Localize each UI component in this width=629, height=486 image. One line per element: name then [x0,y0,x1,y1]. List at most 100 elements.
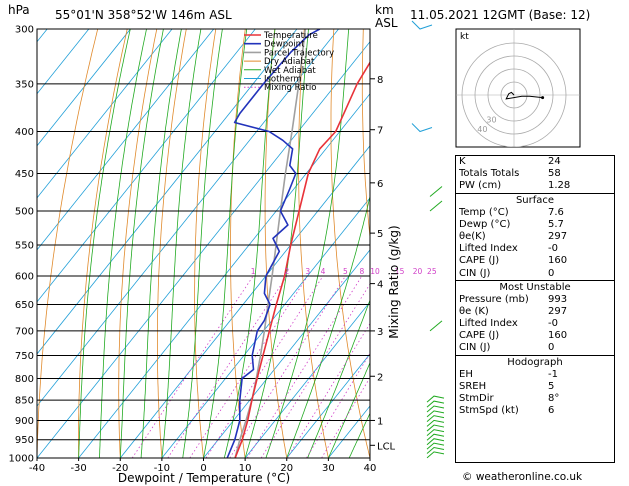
legend-entry: Wet Adiabat [264,66,316,76]
mixing-ratio-line [167,275,288,458]
temperature-tick-label: 10 [239,463,252,474]
mixing-ratio-label: 3 [305,267,310,276]
mixing-ratio-label: 2 [284,267,289,276]
surface-row: CAPE (J) 160 [456,255,614,267]
km-tick-label: 3 [377,327,383,338]
pressure-tick-label: 450 [15,169,34,180]
mixing-ratio-label: 1 [251,267,256,276]
mixing-ratio-label: 10 [370,267,380,276]
temperature-tick-label: -30 [70,463,86,474]
wind-barb [426,429,445,437]
wind-barb [411,20,433,30]
wind-barb [426,395,445,403]
isotherm-line [203,249,370,458]
isotherm-line [37,29,215,251]
wind-barb [426,400,445,408]
index-row-pw: PW (cm) 1.28 [456,180,614,192]
dry-adiabat-line [118,29,158,458]
most-unstable-key: CAPE (J) [459,330,500,342]
km-tick-label: 7 [377,126,383,137]
dry-adiabat-line [194,29,217,458]
mixing-ratio-label: 4 [321,267,326,276]
hodograph-section: Hodograph EH -1 SREH 5 StmDir 8° StmSpd (kt… [456,354,614,418]
hodograph-key: SREH [459,380,487,392]
surface-row: θe(K) 297 [456,231,614,243]
isotherm-line [37,29,173,199]
wet-adiabat-line [78,29,131,458]
surface-row: Lifted Index -0 [456,243,614,255]
index-key: PW (cm) [459,180,502,192]
copyright-footer: © weatheronline.co.uk [462,471,583,483]
most-unstable-value: 993 [548,293,568,305]
wet-adiabat-line [182,29,223,458]
isotherm-line [37,29,90,95]
temperature-profile [234,61,370,458]
surface-value: 7.6 [548,206,564,218]
temperature-tick-label: 30 [322,463,335,474]
km-tick-label: 6 [377,179,383,190]
isotherm-line [0,29,6,458]
index-row-totals: Totals Totals 58 [456,168,614,180]
mixing-ratio-label: 8 [360,267,365,276]
pressure-unit-label: hPa [8,3,30,17]
most-unstable-key: θe (K) [459,305,489,317]
legend-entry: Isotherm [264,75,302,85]
asl-label: ASL [375,16,398,30]
dry-adiabat-line [78,29,128,458]
hodograph-value: 8° [548,393,560,404]
hodograph-key: EH [459,368,473,380]
most-unstable-value: 160 [548,330,568,342]
wind-barb [426,424,445,432]
isotherm-line [286,353,370,458]
datetime-title: 11.05.2021 12GMT (Base: 12) [410,8,590,22]
mixing-ratio-line [286,322,370,458]
indices-table: K 24 Totals Totals 58 PW (cm) 1.28 Surface … [455,155,615,463]
surface-value: 160 [548,255,568,267]
mixing-ratio-line [246,275,363,458]
hodograph-row: EH -1 [456,369,614,381]
wind-barb [426,446,445,454]
isotherm-line [37,29,339,407]
hodograph-key: StmDir [459,393,494,404]
surface-value: 5.7 [548,218,564,230]
hodograph-end-marker [541,96,545,100]
wet-adiabat-line [119,29,164,458]
index-key: Totals Totals [459,168,520,180]
isotherm-line [37,29,256,303]
mixing-ratio-label: 25 [427,267,437,276]
index-value: 24 [548,156,561,167]
surface-value: 297 [548,230,568,242]
most-unstable-value: 0 [548,342,555,354]
wind-barb [426,451,445,459]
most-unstable-row: Pressure (mb) 993 [456,294,614,306]
wind-barb [426,442,445,450]
pressure-tick-label: 950 [15,435,34,446]
mixing-ratio-label: 20 [413,267,423,276]
isotherm-line [161,197,370,458]
mixing-ratio-line [205,275,324,458]
surface-key: CIN (J) [459,267,491,279]
hodograph-value: 5 [548,380,555,392]
surface-key: Lifted Index [459,243,518,255]
mixing-ratio-line [131,275,254,458]
mixing-ratio-line [189,275,309,458]
most-unstable-row: θe (K) 297 [456,306,614,318]
hodograph-key: StmSpd (kt) [459,405,519,417]
pressure-tick-label: 650 [15,300,34,311]
legend-entry: Temperature [263,31,318,41]
most-unstable-key: Lifted Index [459,318,518,330]
surface-key: CAPE (J) [459,255,500,267]
surface-row: Temp (°C) 7.6 [456,207,614,219]
surface-value: -0 [548,243,558,255]
hodograph-unit: kt [460,32,469,42]
temperature-tick-label: 0 [200,463,206,474]
isotherm-line [244,301,370,458]
pressure-tick-label: 850 [15,396,34,407]
wind-barb [411,123,433,133]
km-tick-label: 8 [377,75,383,86]
hodograph-ring-label: 40 [477,125,487,134]
surface-key: θe(K) [459,230,486,242]
hodograph-row: StmDir 8° [456,393,614,405]
hodograph-ring-label: 30 [486,116,496,125]
temperature-tick-label: -20 [112,463,128,474]
